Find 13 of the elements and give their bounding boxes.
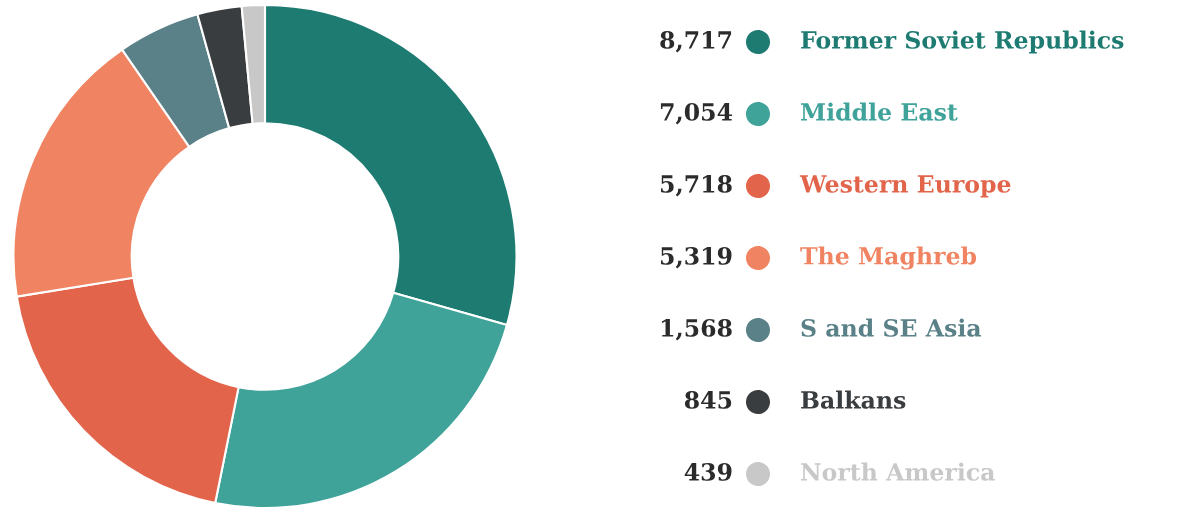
legend-label: Middle East bbox=[800, 102, 958, 121]
data-label: 5,319 bbox=[661, 246, 732, 269]
legend-label: S and SE Asia bbox=[801, 318, 982, 337]
data-label: 1,568 bbox=[661, 318, 732, 341]
data-label: 7,054 bbox=[660, 102, 733, 125]
legend-label: Balkans bbox=[801, 390, 906, 409]
data-label: 5,718 bbox=[661, 174, 732, 197]
data-label: 8,717 bbox=[660, 30, 732, 53]
data-label: 439 bbox=[684, 462, 732, 481]
legend-label: The Maghreb bbox=[800, 246, 977, 270]
legend-label: Former Soviet Republics bbox=[801, 30, 1124, 54]
data-label: 845 bbox=[684, 390, 732, 409]
legend-label: Western Europe bbox=[799, 175, 1011, 198]
